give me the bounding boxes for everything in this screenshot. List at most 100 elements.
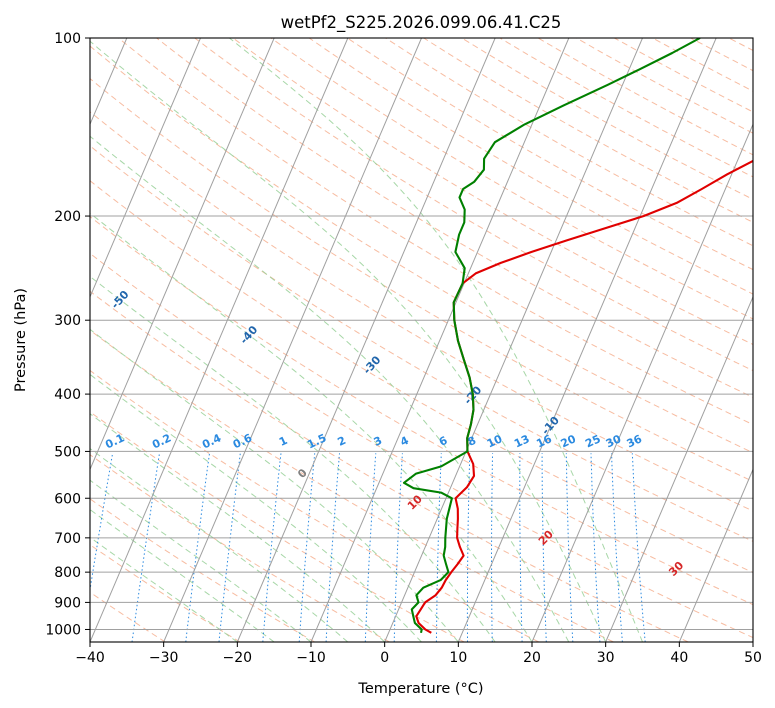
- x-tick-label: 50: [744, 650, 762, 666]
- dry-adiabat-line: [118, 38, 753, 426]
- isotherm-line: [236, 38, 496, 642]
- dry-adiabat-line: [270, 38, 753, 320]
- mixing-ratio-label: 1: [277, 434, 289, 449]
- dry-adiabat-label: 0: [295, 466, 310, 481]
- dry-adiabat-line: [156, 38, 753, 398]
- adiabat-labels: 0.1 0.2 0.4 0.6 1 1.5 2 3 4 6 8 10 13 16 20 25 30 36-50-4…: [103, 288, 686, 579]
- mixing-ratio-line: [565, 453, 574, 642]
- mixing-ratio-label: 2: [335, 434, 347, 449]
- mixing-ratio-line: [519, 453, 523, 642]
- moist-adiabat-line: [90, 373, 422, 642]
- dry-adiabat-line: [728, 38, 753, 52]
- dry-adiabat-line: [90, 498, 315, 642]
- y-tick-label: 100: [54, 31, 81, 47]
- dry-adiabat-line: [461, 38, 753, 200]
- mixing-ratio-line: [364, 453, 377, 642]
- mixing-ratio-label: 30: [604, 432, 624, 450]
- mixing-ratio-label: 4: [398, 434, 411, 449]
- dry-adiabat-label: 20: [536, 528, 556, 548]
- dry-adiabat-line: [194, 38, 753, 372]
- y-tick-label: 800: [54, 565, 81, 581]
- isotherm-line: [605, 295, 753, 642]
- dry-adiabat-line: [90, 252, 753, 639]
- dry-adiabat-line: [690, 38, 753, 72]
- mixing-ratio-label: 10: [485, 432, 505, 450]
- moist-adiabat-line: [90, 212, 533, 642]
- plot-background-lines: [90, 38, 753, 642]
- moist-adiabat-line: [90, 328, 459, 642]
- isotherm-line: [310, 38, 570, 642]
- x-tick-label: −20: [223, 650, 253, 666]
- mixing-ratio-label: 36: [625, 432, 645, 450]
- mixing-ratio-label: 1.5: [305, 431, 328, 451]
- x-tick-label: 20: [523, 650, 541, 666]
- mixing-ratio-label: 0.1: [103, 431, 126, 451]
- mixing-ratio-label: 0.4: [200, 431, 223, 451]
- y-tick-label: 300: [54, 313, 81, 329]
- mixing-ratio-line: [611, 453, 623, 642]
- dry-adiabat-line: [423, 38, 753, 223]
- mixing-ratio-line: [90, 453, 114, 593]
- mixing-ratio-line: [262, 453, 282, 642]
- mixing-ratio-label: 3: [372, 434, 384, 449]
- dry-adiabat-line: [652, 38, 753, 92]
- dry-adiabat-line: [576, 38, 753, 134]
- dry-adiabat-line: [90, 411, 465, 642]
- mixing-ratio-line: [541, 453, 547, 642]
- moist-adiabat-line: [90, 275, 496, 642]
- x-tick-label: −30: [149, 650, 179, 666]
- dry-adiabat-label: 10: [405, 492, 425, 512]
- mixing-ratio-label: 0.6: [231, 431, 254, 451]
- dewpoint-trace: [402, 38, 701, 634]
- moist-adiabat-line: [90, 508, 275, 642]
- isotherm-line: [531, 123, 753, 642]
- mixing-ratio-line: [631, 453, 646, 642]
- mixing-ratio-label: 20: [559, 432, 579, 450]
- isotherm-line: [163, 38, 422, 642]
- dry-adiabat-line: [90, 78, 753, 482]
- mixing-ratio-label: 13: [512, 432, 531, 450]
- x-axis-label: Temperature (°C): [357, 681, 483, 697]
- moist-adiabat-line: [90, 135, 570, 642]
- y-tick-label: 900: [54, 595, 81, 611]
- moist-adiabat-line: [90, 536, 238, 642]
- y-tick-label: 1000: [45, 622, 81, 638]
- mixing-ratio-line: [325, 453, 340, 642]
- x-tick-label: 0: [380, 650, 389, 666]
- dry-adiabat-line: [347, 38, 753, 271]
- dry-adiabat-line: [90, 329, 614, 642]
- dry-adiabat-line: [232, 38, 753, 346]
- dry-adiabat-line: [90, 544, 241, 642]
- isotherm-line: [457, 38, 717, 642]
- mixing-ratio-line: [435, 453, 442, 642]
- x-tick-label: 10: [449, 650, 467, 666]
- chart-title: wetPf2_S225.2026.099.06.41.C25: [281, 13, 562, 33]
- x-tick-label: −40: [75, 650, 105, 666]
- y-tick-label: 400: [54, 387, 81, 403]
- dry-adiabat-line: [90, 180, 753, 574]
- mixing-ratio-line: [491, 453, 494, 642]
- dry-adiabat-label: 30: [666, 559, 686, 579]
- moist-adiabat-label: -40: [237, 323, 260, 347]
- mixing-ratio-line: [298, 453, 316, 642]
- mixing-ratio-line: [218, 453, 241, 642]
- moist-adiabat-line: [90, 447, 349, 642]
- isotherm-line: [90, 38, 201, 299]
- mixing-ratio-label: 16: [534, 432, 554, 450]
- dry-adiabat-line: [308, 38, 753, 295]
- dry-adiabat-line: [537, 38, 753, 156]
- moist-adiabat-line: [90, 413, 386, 642]
- isotherm-line: [678, 468, 753, 642]
- y-tick-label: 200: [54, 209, 81, 225]
- y-tick-label: 600: [54, 491, 81, 507]
- y-axis-label: Pressure (hPa): [13, 288, 29, 392]
- mixing-ratio-label: 0.2: [150, 431, 173, 451]
- moist-adiabat-line: [90, 479, 312, 642]
- mixing-ratio-line: [393, 453, 403, 642]
- isotherm-line: [90, 38, 275, 471]
- mixing-ratio-line: [131, 453, 160, 642]
- y-axis: 100 200 300 400 500 600 700 800 900 1000: [45, 31, 90, 638]
- moist-adiabat-line: [229, 38, 643, 642]
- dry-adiabat-line: [90, 111, 753, 512]
